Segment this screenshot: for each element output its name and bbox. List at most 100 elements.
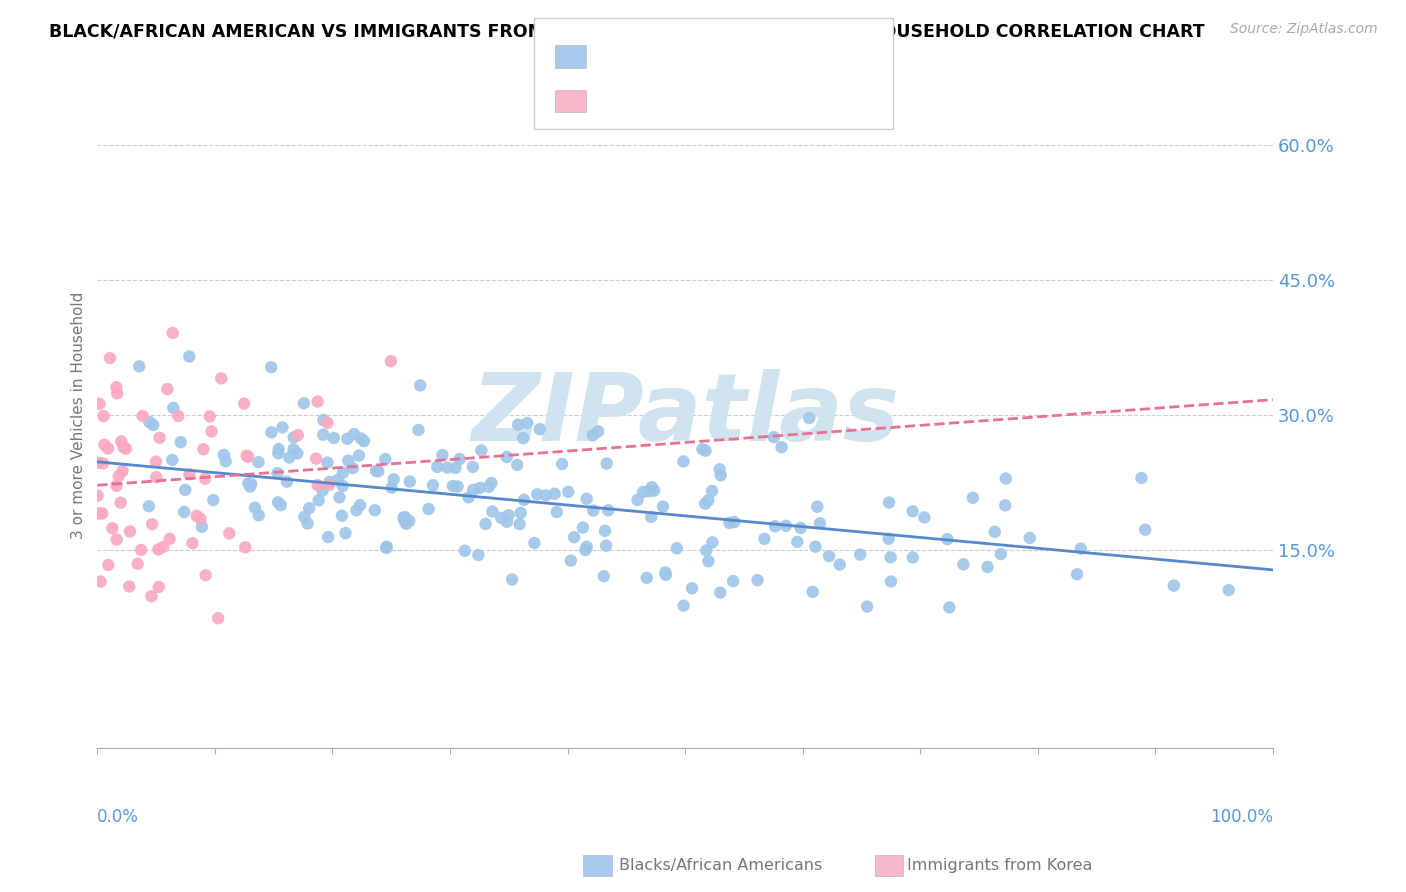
Point [162, 453, 184, 467]
Point [526, 487, 548, 501]
Point [87, 507, 110, 521]
Point [467, 548, 489, 562]
Point [127, 557, 149, 571]
Point [496, 515, 519, 529]
Point [962, 491, 984, 505]
Point [312, 427, 335, 442]
Point [643, 483, 665, 498]
Point [285, 446, 308, 460]
Point [877, 495, 900, 509]
Text: R =: R = [595, 49, 634, 67]
Point [174, 483, 197, 497]
Point [804, 540, 827, 554]
Point [375, 541, 398, 555]
Point [422, 478, 444, 492]
Point [651, 500, 673, 514]
Point [93, 409, 115, 423]
Point [322, 431, 344, 445]
Point [551, 457, 574, 471]
Point [596, 457, 619, 471]
Point [912, 510, 935, 524]
Point [495, 450, 517, 464]
Point [457, 491, 479, 505]
Point [112, 440, 135, 454]
Point [936, 532, 959, 546]
Point [129, 542, 152, 557]
Point [278, 450, 301, 465]
Point [292, 509, 315, 524]
Point [170, 435, 193, 450]
Point [880, 574, 903, 589]
Point [398, 514, 420, 528]
Point [207, 611, 229, 625]
Point [91, 456, 114, 470]
Point [202, 493, 225, 508]
Text: 0.109: 0.109 [640, 94, 696, 112]
Point [1066, 567, 1088, 582]
Point [655, 567, 678, 582]
Point [828, 558, 851, 572]
Point [194, 472, 217, 486]
Point [247, 508, 270, 523]
Text: N =: N = [718, 49, 758, 67]
Point [260, 360, 283, 375]
Point [392, 513, 415, 527]
Point [546, 505, 568, 519]
Point [305, 451, 328, 466]
Point [336, 432, 359, 446]
Point [586, 425, 609, 439]
Point [110, 434, 132, 449]
Point [463, 483, 485, 497]
Point [209, 371, 232, 385]
Point [283, 430, 305, 444]
Point [818, 549, 841, 563]
Point [808, 516, 831, 531]
Point [337, 453, 360, 467]
Point [560, 554, 582, 568]
Point [478, 480, 501, 494]
Point [641, 480, 664, 494]
Point [695, 443, 717, 458]
Point [1018, 531, 1040, 545]
Point [1218, 583, 1240, 598]
Point [509, 517, 531, 532]
Point [789, 521, 811, 535]
Point [700, 483, 723, 498]
Point [179, 467, 201, 482]
Point [426, 459, 449, 474]
Point [1130, 471, 1153, 485]
Point [105, 479, 128, 493]
Point [350, 431, 373, 445]
Point [516, 416, 538, 430]
Point [697, 554, 720, 568]
Point [148, 542, 170, 557]
Point [167, 409, 190, 423]
Point [270, 498, 292, 512]
Point [408, 423, 430, 437]
Text: ZIPatlas: ZIPatlas [471, 369, 898, 461]
Point [364, 503, 387, 517]
Point [1135, 523, 1157, 537]
Point [801, 584, 824, 599]
Point [598, 503, 620, 517]
Point [267, 446, 290, 460]
Point [582, 503, 605, 517]
Text: Immigrants from Korea: Immigrants from Korea [907, 858, 1092, 872]
Point [479, 476, 502, 491]
Point [506, 417, 529, 432]
Text: 100.0%: 100.0% [1209, 808, 1272, 826]
Point [512, 431, 534, 445]
Point [709, 462, 731, 476]
Point [239, 479, 262, 493]
Point [156, 382, 179, 396]
Point [240, 477, 263, 491]
Point [631, 485, 654, 500]
Point [316, 530, 339, 544]
Point [534, 488, 557, 502]
Point [849, 548, 872, 562]
Point [976, 560, 998, 574]
Y-axis label: 3 or more Vehicles in Household: 3 or more Vehicles in Household [72, 292, 86, 539]
Point [380, 354, 402, 368]
Point [267, 442, 290, 456]
Point [110, 496, 132, 510]
